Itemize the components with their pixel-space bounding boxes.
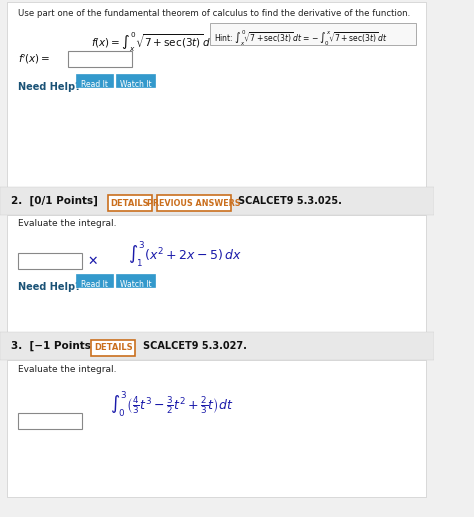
Text: PREVIOUS ANSWERS: PREVIOUS ANSWERS xyxy=(147,199,241,207)
FancyBboxPatch shape xyxy=(7,215,426,332)
Text: Read It: Read It xyxy=(81,280,108,289)
FancyBboxPatch shape xyxy=(210,23,416,45)
FancyBboxPatch shape xyxy=(76,274,112,287)
FancyBboxPatch shape xyxy=(116,74,155,87)
Text: $f'(x) =$: $f'(x) =$ xyxy=(18,53,51,66)
FancyBboxPatch shape xyxy=(0,187,434,215)
Text: Watch It: Watch It xyxy=(119,80,151,89)
Text: 2.  [0/1 Points]: 2. [0/1 Points] xyxy=(11,196,98,206)
Text: 3.  [−1 Points]: 3. [−1 Points] xyxy=(11,341,96,351)
Text: SCALCET9 5.3.027.: SCALCET9 5.3.027. xyxy=(143,341,246,351)
Text: Use part one of the fundamental theorem of calculus to find the derivative of th: Use part one of the fundamental theorem … xyxy=(18,9,410,18)
Text: $f(x) = \int_{x}^{0} \sqrt{7 + \sec(3t)}\, dt$: $f(x) = \int_{x}^{0} \sqrt{7 + \sec(3t)}… xyxy=(91,30,216,54)
FancyBboxPatch shape xyxy=(7,360,426,497)
Text: DETAILS: DETAILS xyxy=(94,343,133,353)
Text: Evaluate the integral.: Evaluate the integral. xyxy=(18,219,117,228)
Text: $\int_{1}^{3} (x^2 + 2x - 5)\, dx$: $\int_{1}^{3} (x^2 + 2x - 5)\, dx$ xyxy=(128,239,242,269)
Text: Need Help?: Need Help? xyxy=(18,282,81,292)
Text: Evaluate the integral.: Evaluate the integral. xyxy=(18,365,117,374)
FancyBboxPatch shape xyxy=(68,51,132,67)
FancyBboxPatch shape xyxy=(91,340,136,356)
Text: Hint: $\int_{x}^{0}\!\sqrt{7+\sec(3t)}\,dt = -\int_{0}^{x}\!\sqrt{7+\sec(3t)}\,d: Hint: $\int_{x}^{0}\!\sqrt{7+\sec(3t)}\,… xyxy=(214,28,387,48)
FancyBboxPatch shape xyxy=(116,274,155,287)
FancyBboxPatch shape xyxy=(157,195,230,211)
Text: Watch It: Watch It xyxy=(119,280,151,289)
FancyBboxPatch shape xyxy=(0,332,434,360)
Text: ✕: ✕ xyxy=(88,254,98,267)
Text: Read It: Read It xyxy=(81,80,108,89)
Text: SCALCET9 5.3.025.: SCALCET9 5.3.025. xyxy=(238,196,342,206)
FancyBboxPatch shape xyxy=(108,195,152,211)
FancyBboxPatch shape xyxy=(18,253,82,269)
Text: Need Help?: Need Help? xyxy=(18,82,81,92)
Text: $\int_{0}^{3} \left(\frac{4}{3}t^3 - \frac{3}{2}t^2 + \frac{2}{3}t\right) dt$: $\int_{0}^{3} \left(\frac{4}{3}t^3 - \fr… xyxy=(110,389,233,419)
FancyBboxPatch shape xyxy=(76,74,112,87)
FancyBboxPatch shape xyxy=(18,413,82,429)
FancyBboxPatch shape xyxy=(7,2,426,187)
Text: DETAILS: DETAILS xyxy=(110,199,149,207)
